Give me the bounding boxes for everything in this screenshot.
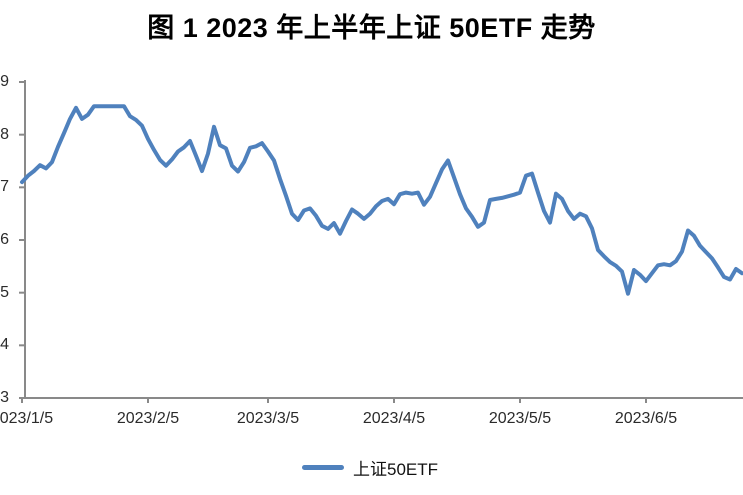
legend-label: 上证50ETF	[353, 460, 439, 479]
y-tick-label: 2.5	[0, 283, 9, 301]
chart-title: 图 1 2023 年上半年上证 50ETF 走势	[147, 13, 596, 43]
legend: 上证50ETF	[302, 455, 438, 480]
x-tick-label: 2023/4/5	[362, 410, 426, 427]
line-plot-area	[19, 80, 743, 403]
x-tick-label: 2023/3/5	[236, 410, 300, 427]
x-tick-label: 2023/6/5	[614, 410, 678, 427]
y-tick-label: 2.7	[0, 178, 9, 196]
y-tick-label: 2.3	[0, 389, 9, 406]
y-tick-label: 2.6	[0, 231, 9, 248]
y-tick-label: 2.8	[0, 125, 9, 143]
x-tick-label: 2023/1/5	[0, 410, 54, 427]
x-tick-label: 2023/2/5	[116, 410, 180, 427]
y-tick-label: 2.9	[0, 73, 9, 90]
price-line	[20, 104, 743, 296]
x-tick-label: 2023/5/5	[488, 410, 552, 427]
y-tick-label: 2.4	[0, 336, 9, 354]
legend-line-marker	[302, 465, 344, 470]
